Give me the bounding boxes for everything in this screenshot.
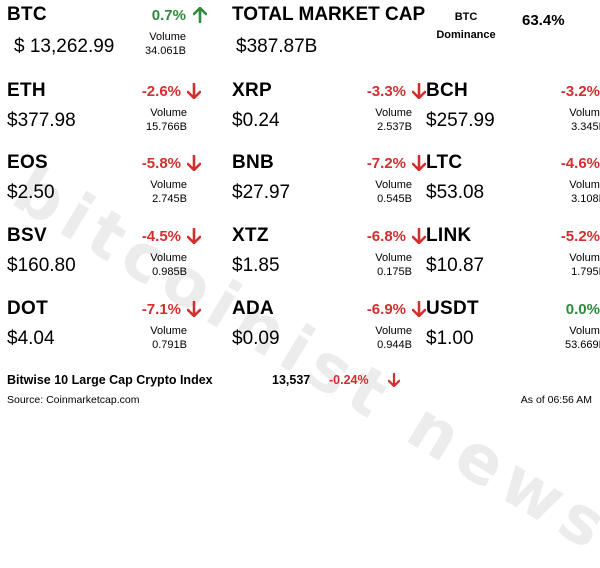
- coin-change: -2.6%: [141, 83, 181, 100]
- coin-volume: 0.545B: [377, 193, 412, 205]
- as-of-text: As of 06:56 AM: [520, 394, 592, 406]
- coin-volume: 1.795B: [571, 266, 600, 278]
- coin-symbol: BNB: [232, 152, 275, 173]
- volume-label: Volume: [569, 325, 600, 337]
- coin-price: $4.04: [7, 328, 55, 349]
- coin-symbol: ADA: [232, 298, 275, 319]
- dominance-value: 63.4%: [522, 12, 565, 29]
- btc-price: $ 13,262.99: [14, 36, 115, 57]
- coin-symbol: BSV: [7, 225, 47, 246]
- coin-price: $53.08: [426, 182, 485, 203]
- btc-volume: 34.061B: [145, 45, 186, 57]
- volume-label: Volume: [150, 252, 187, 264]
- coin-price: $10.87: [426, 255, 485, 276]
- coin-change: -7.2%: [366, 155, 406, 172]
- volume-label: Volume: [375, 179, 412, 191]
- coin-change: -7.1%: [141, 301, 181, 318]
- coin-symbol: ETH: [7, 80, 46, 101]
- coin-volume: 3.345B: [571, 121, 600, 133]
- coin-price: $1.85: [232, 255, 280, 276]
- volume-label: Volume: [150, 325, 187, 337]
- volume-label: Volume: [150, 107, 187, 119]
- down-arrow-icon: [412, 155, 426, 171]
- coin-change: -3.2%: [560, 83, 600, 100]
- coin-symbol: DOT: [7, 298, 49, 319]
- coin-change: -3.3%: [366, 83, 406, 100]
- coin-price: $257.99: [426, 110, 495, 131]
- dominance-label: BTC Dominance: [436, 11, 496, 41]
- down-arrow-icon: [187, 228, 201, 244]
- down-arrow-icon: [412, 83, 426, 99]
- volume-label: Volume: [569, 107, 600, 119]
- index-name: Bitwise 10 Large Cap Crypto Index: [7, 373, 213, 387]
- coin-change: 0.0%: [565, 301, 600, 318]
- volume-label: Volume: [149, 31, 186, 43]
- index-value: 13,537: [272, 373, 311, 387]
- coin-volume: 0.944B: [377, 339, 412, 351]
- coin-volume: 15.766B: [146, 121, 187, 133]
- volume-label: Volume: [569, 179, 600, 191]
- volume-label: Volume: [375, 325, 412, 337]
- coin-symbol: EOS: [7, 152, 49, 173]
- source-text: Source: Coinmarketcap.com: [7, 394, 140, 406]
- coin-price: $0.24: [232, 110, 280, 131]
- coin-change: -6.8%: [366, 228, 406, 245]
- volume-label: Volume: [150, 179, 187, 191]
- down-arrow-icon: [388, 373, 400, 387]
- volume-label: Volume: [569, 252, 600, 264]
- coin-price: $160.80: [7, 255, 76, 276]
- market-cap-value: $387.87B: [236, 36, 318, 57]
- btc-change: 0.7%: [151, 7, 186, 24]
- down-arrow-icon: [187, 83, 201, 99]
- up-arrow-icon: [193, 7, 207, 23]
- down-arrow-icon: [412, 301, 426, 317]
- coin-symbol: XTZ: [232, 225, 269, 246]
- volume-label: Volume: [375, 107, 412, 119]
- coin-symbol: LTC: [426, 152, 463, 173]
- down-arrow-icon: [187, 301, 201, 317]
- coin-price: $2.50: [7, 182, 55, 203]
- coin-price: $1.00: [426, 328, 474, 349]
- market-cap-title: TOTAL MARKET CAP: [232, 4, 426, 25]
- btc-symbol: BTC: [7, 4, 47, 25]
- coin-volume: 0.175B: [377, 266, 412, 278]
- coin-symbol: USDT: [426, 298, 479, 319]
- coin-change: -4.6%: [560, 155, 600, 172]
- coin-symbol: LINK: [426, 225, 472, 246]
- coin-change: -6.9%: [366, 301, 406, 318]
- coin-volume: 2.537B: [377, 121, 412, 133]
- coin-price: $27.97: [232, 182, 291, 203]
- coin-change: -5.2%: [560, 228, 600, 245]
- down-arrow-icon: [187, 155, 201, 171]
- coin-volume: 0.791B: [152, 339, 187, 351]
- coin-volume: 0.985B: [152, 266, 187, 278]
- coin-symbol: XRP: [232, 80, 272, 101]
- coin-price: $0.09: [232, 328, 280, 349]
- index-change: -0.24%: [329, 373, 369, 387]
- coin-symbol: BCH: [426, 80, 469, 101]
- coin-price: $377.98: [7, 110, 76, 131]
- coin-change: -4.5%: [141, 228, 181, 245]
- down-arrow-icon: [412, 228, 426, 244]
- volume-label: Volume: [375, 252, 412, 264]
- coin-volume: 2.745B: [152, 193, 187, 205]
- coin-change: -5.8%: [141, 155, 181, 172]
